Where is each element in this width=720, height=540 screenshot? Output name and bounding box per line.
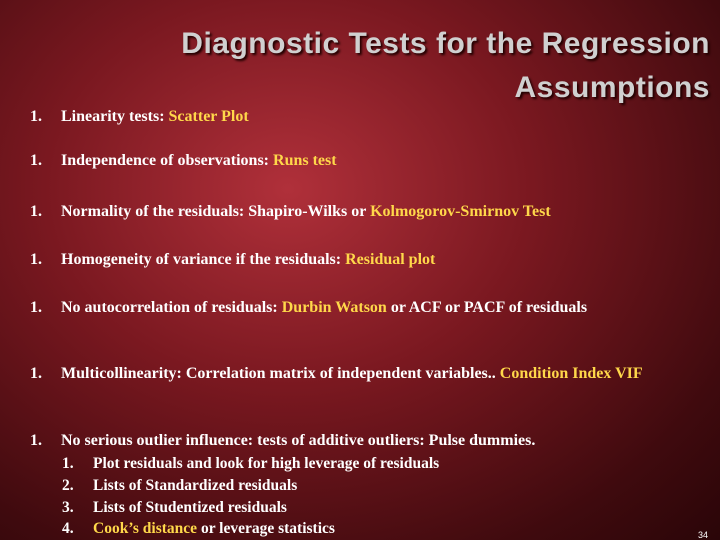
list-item: 3. Lists of Studentized residuals	[62, 498, 712, 518]
list-item: 1. Multicollinearity: Correlation matrix …	[30, 364, 680, 383]
item-number: 1.	[30, 203, 42, 220]
text: Linearity tests:	[61, 108, 169, 125]
list-item: 1. No autocorrelation of residuals: Durbi…	[30, 298, 680, 317]
item-text: Linearity tests: Scatter Plot	[61, 107, 680, 126]
item-text: Lists of Standardized residuals	[93, 476, 712, 496]
item-text: Lists of Studentized residuals	[93, 498, 712, 518]
item-number: 1.	[30, 432, 42, 449]
highlight-text: Durbin Watson	[281, 299, 387, 316]
item-text: No autocorrelation of residuals: Durbin …	[61, 298, 680, 317]
item-number: 1.	[30, 251, 42, 268]
list-item: 1. No serious outlier influence: tests of…	[30, 431, 680, 450]
text: Independence of observations:	[61, 152, 274, 169]
text: Lists of Studentized residuals	[93, 499, 287, 516]
text: Multicollinearity: Correlation matrix of…	[61, 365, 500, 382]
list-item: 1. Independence of observations: Runs tes…	[30, 151, 680, 170]
page-number: 34	[697, 530, 708, 540]
item-number: 1.	[30, 152, 42, 169]
item-number: 1.	[30, 299, 42, 316]
item-text: No serious outlier influence: tests of a…	[61, 431, 680, 450]
list-item: 1. Homogeneity of variance if the residua…	[30, 250, 680, 269]
highlight-text: Runs test	[273, 152, 337, 169]
text: No serious outlier influence: tests of a…	[61, 432, 536, 449]
list-item: 1. Plot residuals and look for high lever…	[62, 454, 712, 474]
highlight-text: Condition Index VIF	[499, 365, 643, 382]
text: or ACF or PACF of residuals	[386, 299, 588, 316]
list-item: 1. Normality of the residuals: Shapiro-Wi…	[30, 202, 680, 221]
item-text: Cook’s distance or leverage statistics	[93, 519, 712, 539]
item-text: Multicollinearity: Correlation matrix of…	[61, 364, 680, 383]
text: Plot residuals and look for high leverag…	[93, 455, 440, 472]
text: or leverage statistics	[197, 520, 335, 537]
item-number: 4.	[62, 520, 74, 537]
item-number: 1.	[62, 455, 74, 472]
text: No autocorrelation of residuals:	[61, 299, 282, 316]
text: Homogeneity of variance if the residuals…	[61, 251, 346, 268]
list-item: 1. Linearity tests: Scatter Plot	[30, 107, 680, 126]
item-number: 1.	[30, 365, 42, 382]
item-number: 1.	[30, 108, 42, 125]
item-number: 3.	[62, 499, 74, 516]
list-item: 4. Cook’s distance or leverage statistics	[62, 519, 712, 539]
slide-title: Diagnostic Tests for the Regression Assu…	[181, 27, 710, 104]
item-text: Normality of the residuals: Shapiro-Wilk…	[61, 202, 680, 221]
highlight-text: Residual plot	[345, 251, 436, 268]
list-item: 2. Lists of Standardized residuals	[62, 476, 712, 496]
item-text: Homogeneity of variance if the residuals…	[61, 250, 680, 269]
highlight-text: Kolmogorov-Smirnov Test	[370, 203, 551, 220]
item-text: Independence of observations: Runs test	[61, 151, 680, 170]
item-text: Plot residuals and look for high leverag…	[93, 454, 712, 474]
highlight-text: Cook’s distance	[93, 520, 198, 537]
highlight-text: Scatter Plot	[168, 108, 249, 125]
text: Lists of Standardized residuals	[93, 477, 298, 494]
text: Normality of the residuals: Shapiro-Wilk…	[61, 203, 371, 220]
item-number: 2.	[62, 477, 74, 494]
